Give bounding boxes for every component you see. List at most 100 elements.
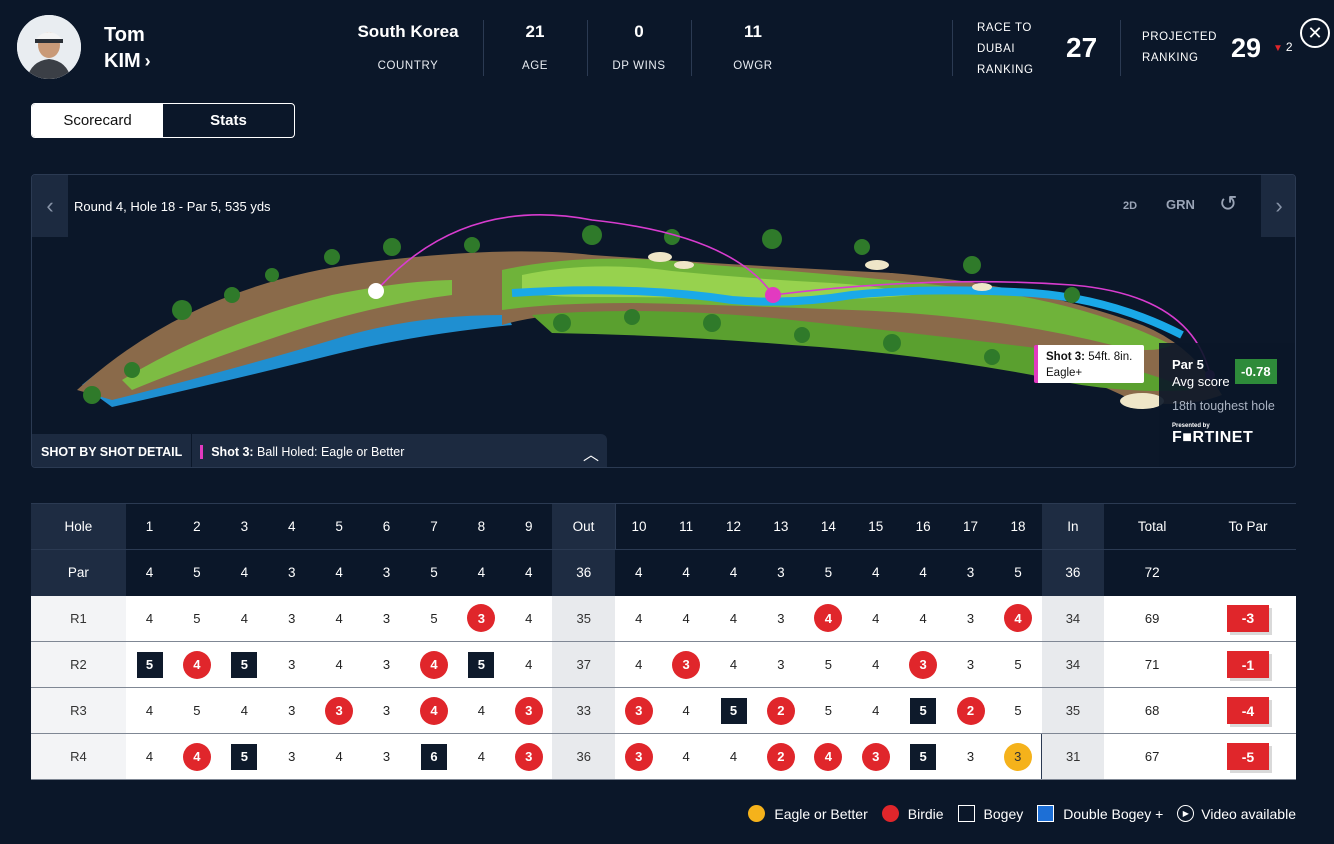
hole-score-cell: 3	[362, 641, 411, 688]
prev-hole-button[interactable]: ‹	[32, 175, 68, 237]
hole-score-cell: 4	[410, 641, 458, 688]
close-button[interactable]: ✕	[1300, 18, 1330, 48]
round-out: 37	[552, 641, 615, 688]
hole-score: 5	[1014, 703, 1022, 718]
legend-item: Double Bogey +	[1037, 805, 1163, 822]
hole-number: 4	[268, 503, 316, 550]
hole-info-card: Par 5 Avg score -0.78 18th toughest hole…	[1159, 343, 1295, 467]
round-out: 35	[552, 595, 615, 642]
round-to-par-cell: -5	[1200, 733, 1296, 780]
race-to-dubai-label: RACE TO DUBAI RANKING	[977, 18, 1034, 81]
view-toggle: Scorecard Stats	[31, 103, 295, 138]
hole-score-cell: 4	[410, 687, 458, 734]
hole-score-cell: 4	[505, 641, 553, 688]
hole-score-cell: 5	[220, 733, 269, 780]
birdie-marker: 4	[182, 742, 211, 771]
scorecard-round-row: R2 5 4 5 3 4 3 4 5 4 37 4 3 4 3 5 4 3 3 5 34 71 -1	[31, 641, 1296, 688]
legend-label: Video available	[1201, 805, 1296, 822]
scorecard-round-row: R1 4 5 4 3 4 3 5 3 4 35 4 4 4 3 4 4 4 3 4 34 69 -3	[31, 595, 1296, 642]
hole-score: 4	[145, 610, 154, 626]
hole-score-cell: 5	[994, 641, 1042, 688]
shot-detail-text: Shot 3: Ball Holed: Eagle or Better	[200, 444, 404, 459]
hole-score: 4	[729, 610, 738, 626]
hole-score-cell: 2	[946, 687, 995, 734]
birdie-marker: 4	[814, 604, 843, 633]
stat-label: OWGR	[733, 60, 773, 72]
hole-number: 16	[899, 503, 947, 550]
hole-score-cell: 3	[662, 641, 710, 688]
hole-score-cell: 4	[899, 595, 947, 642]
to-par-badge: -4	[1227, 697, 1269, 724]
hole-number: 7	[410, 503, 458, 550]
birdie-marker: 3	[624, 742, 653, 771]
legend-item: ▶ Video available	[1177, 805, 1296, 822]
shot-detail-bar[interactable]: SHOT BY SHOT DETAIL Shot 3: Ball Holed: …	[32, 434, 607, 467]
hole-score-cell: 3	[615, 687, 663, 734]
stat-value: 21	[525, 22, 545, 41]
tab-stats[interactable]: Stats	[210, 112, 247, 129]
hole-score-cell: 3	[946, 733, 995, 780]
hole-par: 5	[410, 549, 458, 596]
stat-country: South Korea COUNTRY	[340, 22, 476, 72]
divider	[691, 20, 692, 76]
hole-score-cell: 5	[804, 641, 853, 688]
stat-label: DP WINS	[612, 60, 666, 72]
bogey-marker: 5	[231, 743, 258, 770]
hole-score-cell: 3	[362, 733, 411, 780]
player-avatar	[17, 15, 81, 79]
hole-score-cell: 4	[315, 595, 363, 642]
hole-score-cell: 4	[709, 733, 758, 780]
chevron-up-icon[interactable]: ︿	[582, 447, 599, 464]
birdie-marker: 4	[182, 650, 211, 679]
round-total: 67	[1104, 733, 1201, 780]
hole-score: 5	[1014, 657, 1022, 672]
legend-item: Bogey	[957, 805, 1023, 822]
to-par-badge: -1	[1227, 651, 1269, 678]
projected-ranking-label: PROJECTED RANKING	[1142, 27, 1217, 69]
round-in: 34	[1041, 641, 1105, 688]
hole-par: 4	[457, 549, 506, 596]
hole-score-cell: 5	[125, 641, 174, 688]
hole-score: 4	[335, 657, 343, 672]
next-hole-button[interactable]: ›	[1261, 175, 1295, 237]
tab-scorecard[interactable]: Scorecard	[32, 104, 163, 137]
hole-score-cell: 3	[268, 595, 316, 642]
round-label: R1	[31, 595, 126, 642]
birdie-marker: 2	[766, 742, 795, 771]
reset-icon[interactable]: ↺	[1219, 191, 1238, 216]
stat-value: 0	[634, 22, 644, 41]
player-header: Tom KIM › South Korea COUNTRY 21 AGE 0 DP…	[0, 0, 1334, 96]
stat-dp-wins: 0 DP WINS	[594, 22, 684, 72]
legend-item: Birdie	[881, 805, 944, 822]
in-header: In	[1041, 503, 1105, 550]
hole-score-cell: 3	[946, 641, 995, 688]
scorecard-round-row: R3 4 5 4 3 3 3 4 4 3 33 3 4 5 2 5 4 5 2 5 35 68 -4	[31, 687, 1296, 734]
hole-flyover-graphic[interactable]	[32, 175, 1296, 468]
hole-score: 4	[335, 610, 343, 626]
hole-score: 3	[777, 657, 785, 672]
birdie-marker: 3	[624, 696, 653, 725]
bogey-marker: 5	[910, 697, 937, 724]
hole-par: 4	[899, 549, 947, 596]
hole-par: 4	[852, 549, 900, 596]
view-2d-button[interactable]: 2D	[1123, 200, 1138, 212]
bogey-marker: 5	[468, 651, 495, 678]
hole-score-cell: 4	[220, 687, 269, 734]
hole-number: 17	[946, 503, 995, 550]
hole-par: 3	[946, 549, 995, 596]
race-label-line: DUBAI	[977, 43, 1016, 55]
player-last-name: KIM	[104, 50, 141, 72]
green-view-button[interactable]: GRN	[1166, 197, 1195, 212]
hole-number: 3	[220, 503, 269, 550]
hole-score: 3	[288, 749, 296, 764]
hole-par: 4	[662, 549, 710, 596]
shot-number: Shot 3:	[211, 444, 254, 459]
close-icon: ✕	[1307, 22, 1323, 43]
hole-number: 13	[757, 503, 805, 550]
hole-par: 4	[125, 549, 174, 596]
hole-number: 15	[852, 503, 900, 550]
player-name[interactable]: Tom KIM ›	[104, 22, 151, 74]
player-first-name: Tom	[104, 24, 145, 46]
hole-score-cell: 2	[757, 733, 805, 780]
hole-score-cell: 3	[505, 687, 553, 734]
